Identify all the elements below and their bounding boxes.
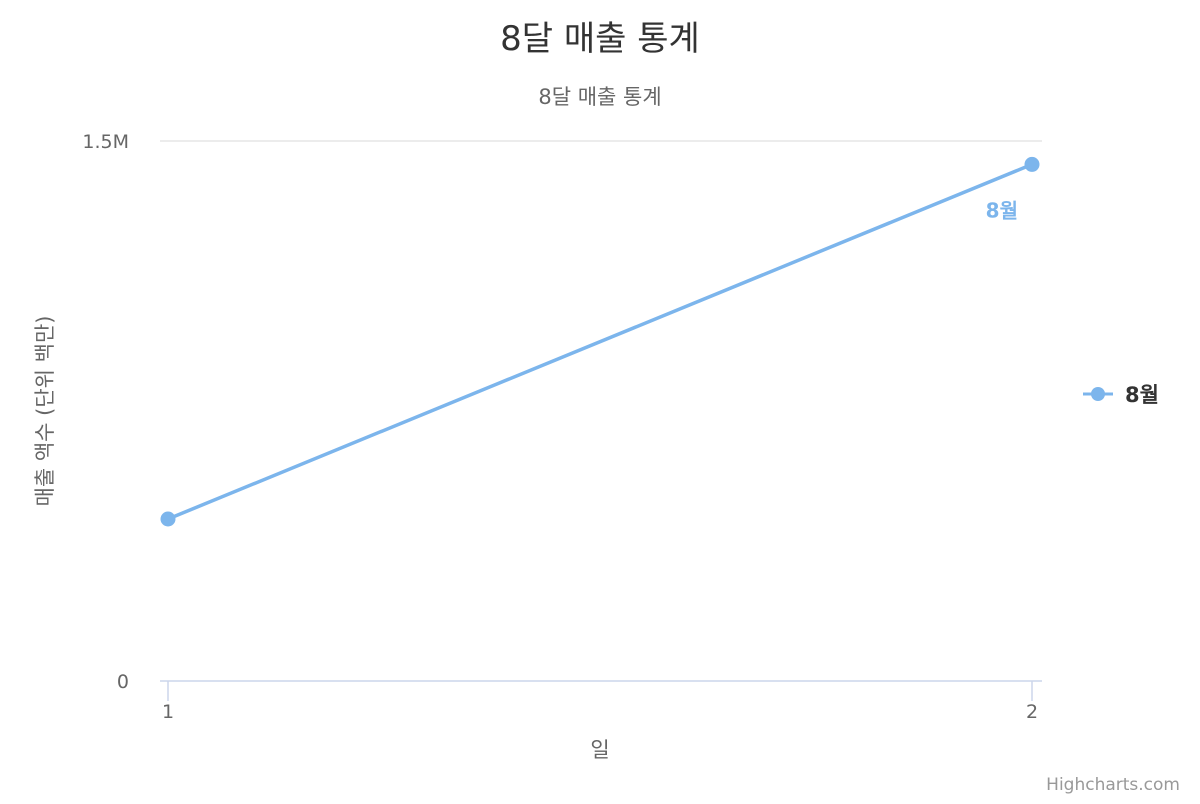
chart-title: 8달 매출 통계 [500, 19, 700, 59]
y-axis-title: 매출 액수 (단위 백만) [33, 316, 57, 507]
x-tick-label: 2 [1026, 701, 1038, 723]
credits-link[interactable]: Highcharts.com [1046, 775, 1180, 795]
data-point[interactable] [1024, 156, 1040, 172]
series-group: 8월 [160, 156, 1040, 527]
x-tick-label: 1 [162, 701, 174, 723]
legend-item-label[interactable]: 8월 [1125, 383, 1159, 407]
data-label: 8월 [986, 198, 1018, 222]
legend[interactable]: 8월 [1083, 383, 1159, 407]
y-tick-label: 0 [117, 671, 129, 693]
x-axis-title: 일 [590, 738, 609, 762]
y-tick-label: 1.5M [82, 131, 129, 153]
y-axis-ticks: 0 1.5M [82, 131, 129, 693]
series-line[interactable] [166, 162, 1034, 521]
chart-subtitle: 8달 매출 통계 [538, 85, 661, 109]
legend-marker-icon [1091, 387, 1105, 401]
data-point[interactable] [160, 511, 176, 527]
